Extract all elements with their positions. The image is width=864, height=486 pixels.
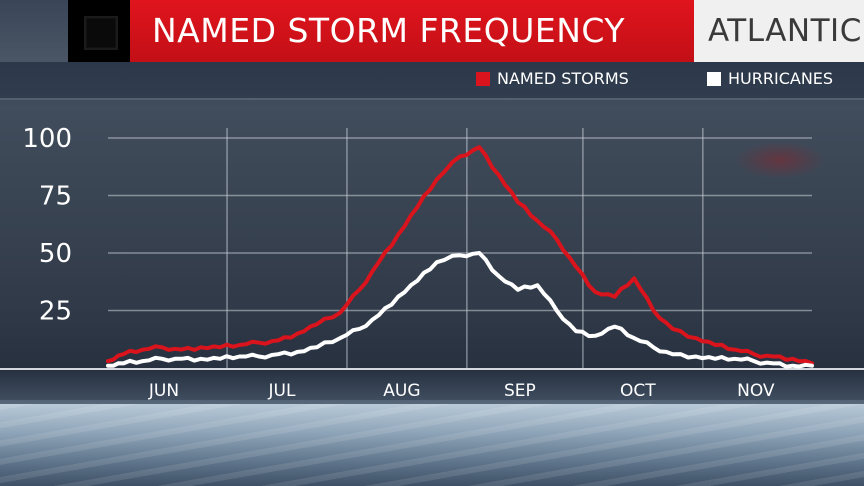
y-tick-label: 75 — [39, 182, 72, 212]
series-line-hurricanes — [106, 251, 814, 369]
x-tick-label: JUL — [268, 381, 296, 401]
y-tick-label: 50 — [39, 239, 72, 269]
y-axis-ticks: 100 75 50 25 — [22, 124, 72, 327]
y-tick-label: 25 — [39, 297, 72, 327]
x-tick-label: JUN — [148, 381, 179, 401]
y-tick-label: 100 — [22, 124, 72, 154]
brand-square-icon — [84, 16, 118, 50]
background-ocean-waves — [0, 404, 864, 486]
legend-swatch-named-storms — [476, 72, 490, 86]
header-title-bar — [130, 0, 694, 62]
x-tick-label: OCT — [620, 381, 656, 401]
plot-area — [0, 100, 864, 400]
series-line-named-storms — [106, 145, 814, 366]
legend-label-named-storms: NAMED STORMS — [497, 69, 629, 88]
x-tick-label: AUG — [383, 381, 420, 401]
region-badge — [694, 0, 864, 62]
grid-lines — [0, 128, 864, 370]
legend-label-hurricanes: HURRICANES — [728, 69, 834, 88]
legend-swatch-hurricanes — [707, 72, 721, 86]
series-lines — [106, 145, 814, 369]
x-tick-label: SEP — [504, 381, 536, 401]
x-axis-ticks: JUN JUL AUG SEP OCT NOV — [148, 381, 775, 401]
region-label: ATLANTIC — [708, 13, 862, 49]
chart-title: NAMED STORM FREQUENCY — [152, 11, 625, 50]
x-tick-label: NOV — [737, 381, 775, 401]
